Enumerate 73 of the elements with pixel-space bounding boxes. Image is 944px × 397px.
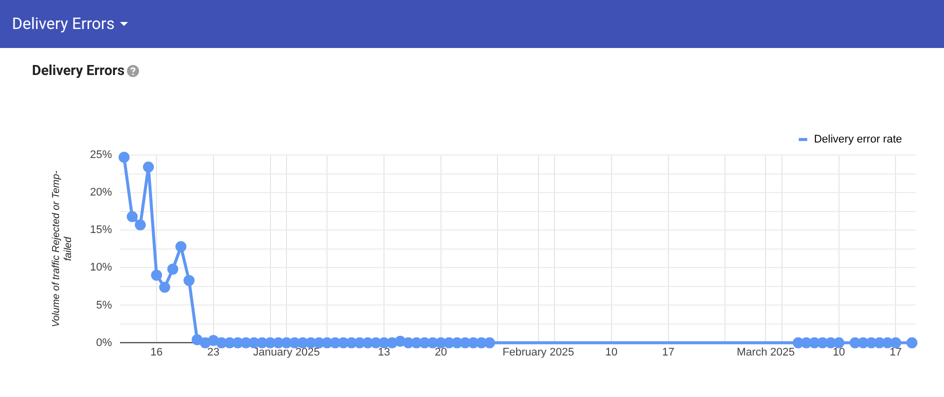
point bbox=[354, 337, 366, 348]
point bbox=[167, 264, 178, 275]
point bbox=[330, 337, 341, 348]
point bbox=[370, 337, 382, 348]
point bbox=[322, 337, 333, 348]
point bbox=[192, 334, 203, 346]
point bbox=[240, 337, 252, 348]
point bbox=[443, 337, 454, 348]
point bbox=[362, 337, 374, 348]
x-tick-label: 10 bbox=[832, 346, 845, 358]
point bbox=[256, 337, 268, 348]
y-tick-label: 20% bbox=[90, 186, 112, 199]
point bbox=[272, 337, 284, 348]
point bbox=[817, 337, 828, 348]
point bbox=[142, 162, 154, 173]
x-tick-label: 13 bbox=[378, 346, 390, 358]
point bbox=[159, 282, 170, 293]
point bbox=[460, 337, 471, 348]
point bbox=[394, 336, 406, 347]
point bbox=[890, 337, 902, 348]
point bbox=[175, 241, 186, 252]
point bbox=[402, 337, 414, 348]
point bbox=[200, 337, 211, 348]
x-tick-label: 23 bbox=[207, 346, 220, 358]
point bbox=[452, 337, 463, 348]
point bbox=[224, 337, 236, 348]
point bbox=[866, 337, 877, 348]
point bbox=[476, 337, 487, 348]
x-tick-label: 17 bbox=[662, 346, 674, 358]
point bbox=[118, 152, 130, 163]
point bbox=[314, 337, 324, 348]
point bbox=[882, 337, 894, 348]
point bbox=[874, 337, 885, 348]
point bbox=[427, 337, 438, 348]
y-tick-label: 0% bbox=[96, 336, 112, 349]
y-tick-label: 10% bbox=[90, 262, 112, 274]
point bbox=[232, 337, 244, 348]
y-tick-label: 15% bbox=[90, 224, 112, 236]
x-tick-label: January 2025 bbox=[253, 346, 320, 358]
point bbox=[264, 337, 276, 348]
point bbox=[850, 337, 861, 348]
point bbox=[184, 274, 195, 286]
x-tick-label: 10 bbox=[605, 346, 618, 358]
chart-title: Delivery Errors bbox=[32, 63, 125, 79]
text: Delivery Errors bbox=[12, 14, 115, 34]
point bbox=[833, 337, 844, 348]
point bbox=[435, 337, 446, 348]
x-tick-label: 16 bbox=[150, 346, 163, 358]
point bbox=[858, 337, 869, 348]
point bbox=[126, 211, 138, 222]
x-tick-label: 17 bbox=[890, 346, 902, 358]
y-tick-label: 5% bbox=[96, 299, 112, 312]
point bbox=[800, 337, 812, 348]
point bbox=[338, 337, 349, 348]
y-tick-label: 25% bbox=[90, 149, 112, 162]
x-tick-label: February 2025 bbox=[502, 346, 574, 358]
point bbox=[792, 337, 804, 348]
point bbox=[419, 337, 430, 348]
point bbox=[386, 337, 398, 348]
point bbox=[468, 337, 479, 348]
point bbox=[208, 335, 219, 346]
point bbox=[484, 337, 496, 348]
point bbox=[289, 337, 300, 348]
point bbox=[151, 270, 162, 281]
x-tick-label: March 2025 bbox=[736, 346, 795, 358]
point bbox=[134, 219, 146, 230]
point bbox=[906, 337, 918, 348]
point bbox=[825, 337, 836, 348]
x-tick-label: 20 bbox=[434, 346, 447, 358]
y-axis-title: Volume of traffic Rejected or Temp-failed bbox=[50, 170, 74, 328]
point bbox=[305, 337, 316, 348]
point bbox=[297, 337, 308, 348]
legend-label: Delivery error rate bbox=[814, 134, 902, 146]
